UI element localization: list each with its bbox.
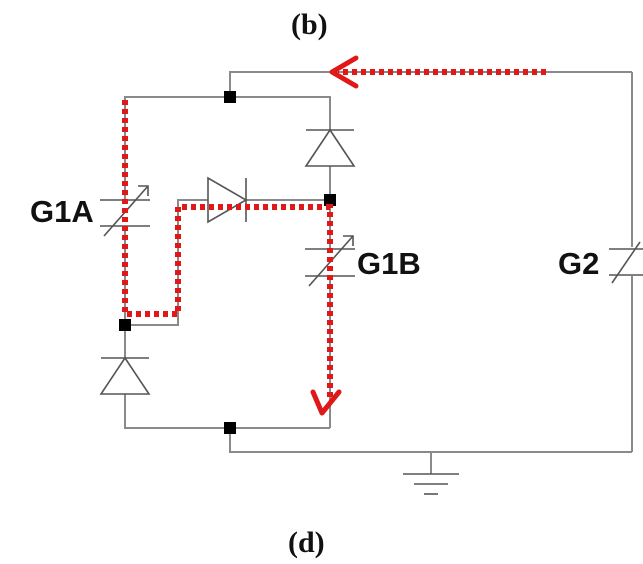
ground-icon: [403, 473, 459, 495]
current-arrow-left-icon: [329, 55, 359, 89]
current-path-loop: [122, 100, 333, 398]
capacitor-g2: [609, 241, 643, 284]
caption-bottom: (d): [288, 526, 325, 559]
wire-bottom-rail: [229, 428, 632, 453]
current-arrow-down-icon: [310, 389, 342, 416]
label-g1b: G1B: [357, 246, 421, 281]
label-g1a: G1A: [30, 194, 94, 229]
wire-upper-left: [124, 96, 230, 200]
node-left: [119, 319, 131, 331]
label-g2: G2: [558, 246, 600, 281]
diode-middle: [207, 176, 248, 224]
node-bottom: [224, 422, 236, 434]
nodes: [119, 91, 336, 434]
current-path: [122, 69, 546, 398]
node-middle-right: [324, 194, 336, 206]
caption-top: (b): [291, 8, 328, 41]
wire-node-to-mid-diode: [125, 199, 208, 326]
current-arrows: [310, 55, 359, 416]
wire-bottom-diode-to-rail: [124, 394, 330, 429]
wire-top-rail: [229, 71, 632, 97]
node-top: [224, 91, 236, 103]
wire-upper-right: [230, 96, 331, 130]
diode-top: [304, 128, 356, 167]
diode-bottom: [99, 356, 151, 395]
